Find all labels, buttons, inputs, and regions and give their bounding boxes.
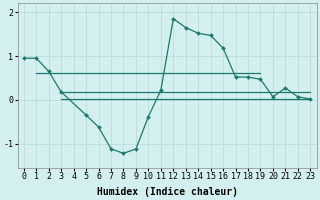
X-axis label: Humidex (Indice chaleur): Humidex (Indice chaleur) [97, 186, 237, 197]
